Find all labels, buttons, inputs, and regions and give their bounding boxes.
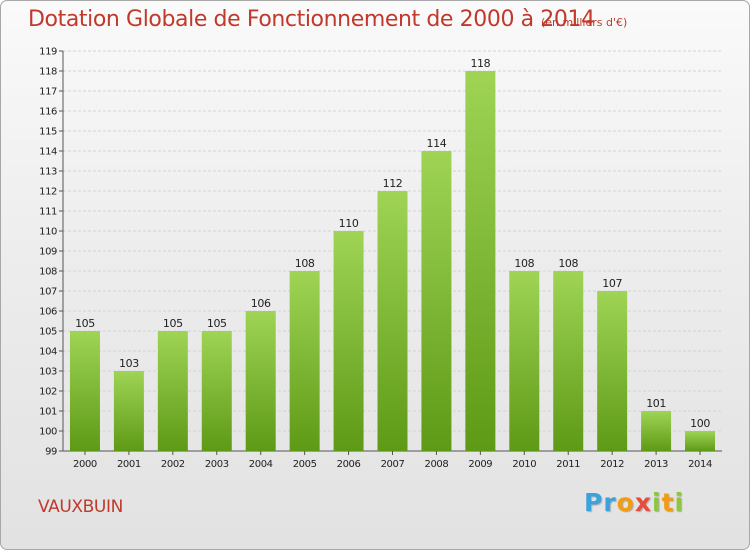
bar-layer xyxy=(69,71,716,451)
logo-part: t xyxy=(661,488,675,517)
x-tick-label: 2004 xyxy=(249,459,273,470)
logo-part: o xyxy=(616,488,635,517)
y-tick-label: 111 xyxy=(39,207,57,218)
bar xyxy=(69,331,100,451)
commune-name: VAUXBUIN xyxy=(38,497,123,517)
value-label: 105 xyxy=(75,317,95,330)
y-tick-label: 103 xyxy=(39,367,57,378)
x-tick-label: 2014 xyxy=(688,459,712,470)
y-tick-label: 116 xyxy=(39,107,57,118)
bar xyxy=(201,331,232,451)
y-tick-label: 115 xyxy=(39,127,57,138)
value-label: 107 xyxy=(602,277,622,290)
bar xyxy=(641,411,672,451)
y-tick-label: 118 xyxy=(39,67,57,78)
y-tick-label: 112 xyxy=(39,187,57,198)
bar xyxy=(333,231,364,451)
logo-part: Pr xyxy=(584,488,617,517)
value-label: 106 xyxy=(251,297,271,310)
value-label: 101 xyxy=(646,397,666,410)
x-tick-label: 2007 xyxy=(381,459,405,470)
y-tick-label: 110 xyxy=(39,227,57,238)
axis-layer: 99 100 101 102 103 104 105 106 107 108 109 110 111 11… xyxy=(39,47,722,458)
value-label: 110 xyxy=(339,217,359,230)
x-tick-label: 2002 xyxy=(161,459,185,470)
value-label: 100 xyxy=(690,417,710,430)
y-tick-label: 119 xyxy=(39,47,57,58)
label-layer: 105 2000 103 2001 105 2002 105 2003 106 2004 108 20… xyxy=(73,57,712,470)
x-tick-label: 2000 xyxy=(73,459,97,470)
y-tick-label: 114 xyxy=(39,147,57,158)
value-label: 108 xyxy=(558,257,578,270)
bar xyxy=(685,431,716,451)
y-tick-label: 99 xyxy=(45,447,57,458)
x-tick-label: 2012 xyxy=(600,459,624,470)
value-label: 105 xyxy=(163,317,183,330)
y-tick-label: 113 xyxy=(39,167,57,178)
y-tick-label: 102 xyxy=(39,387,57,398)
x-tick-label: 2001 xyxy=(117,459,141,470)
x-tick-label: 2003 xyxy=(205,459,229,470)
bar xyxy=(157,331,188,451)
x-tick-label: 2008 xyxy=(425,459,449,470)
x-tick-label: 2009 xyxy=(468,459,492,470)
value-label: 105 xyxy=(207,317,227,330)
value-label: 118 xyxy=(470,57,490,70)
chart-title: Dotation Globale de Fonctionnement de 20… xyxy=(28,7,595,32)
bar xyxy=(509,271,540,451)
bar xyxy=(245,311,276,451)
x-tick-label: 2005 xyxy=(293,459,317,470)
value-label: 103 xyxy=(119,357,139,370)
proxiti-logo: Proxiti xyxy=(584,488,684,517)
y-tick-label: 104 xyxy=(39,347,57,358)
chart-subtitle: (en milliers d'€) xyxy=(541,16,628,29)
y-tick-label: 105 xyxy=(39,327,57,338)
bar xyxy=(421,151,452,451)
bar xyxy=(289,271,320,451)
bar xyxy=(113,371,144,451)
y-tick-label: 117 xyxy=(39,87,57,98)
y-tick-label: 108 xyxy=(39,267,57,278)
value-label: 108 xyxy=(514,257,534,270)
x-tick-label: 2013 xyxy=(644,459,668,470)
value-label: 112 xyxy=(383,177,403,190)
x-tick-label: 2006 xyxy=(337,459,361,470)
bar xyxy=(553,271,584,451)
bar xyxy=(597,291,628,451)
value-label: 114 xyxy=(427,137,447,150)
x-tick-label: 2011 xyxy=(556,459,580,470)
logo-part: i xyxy=(674,488,685,517)
y-tick-label: 106 xyxy=(39,307,57,318)
logo-part: x xyxy=(634,488,652,517)
bar xyxy=(465,71,496,451)
bar xyxy=(377,191,408,451)
logo-part: i xyxy=(651,488,662,517)
y-tick-label: 107 xyxy=(39,287,57,298)
value-label: 108 xyxy=(295,257,315,270)
y-tick-label: 100 xyxy=(39,427,57,438)
y-tick-label: 101 xyxy=(39,407,57,418)
x-tick-label: 2010 xyxy=(512,459,536,470)
y-tick-label: 109 xyxy=(39,247,57,258)
